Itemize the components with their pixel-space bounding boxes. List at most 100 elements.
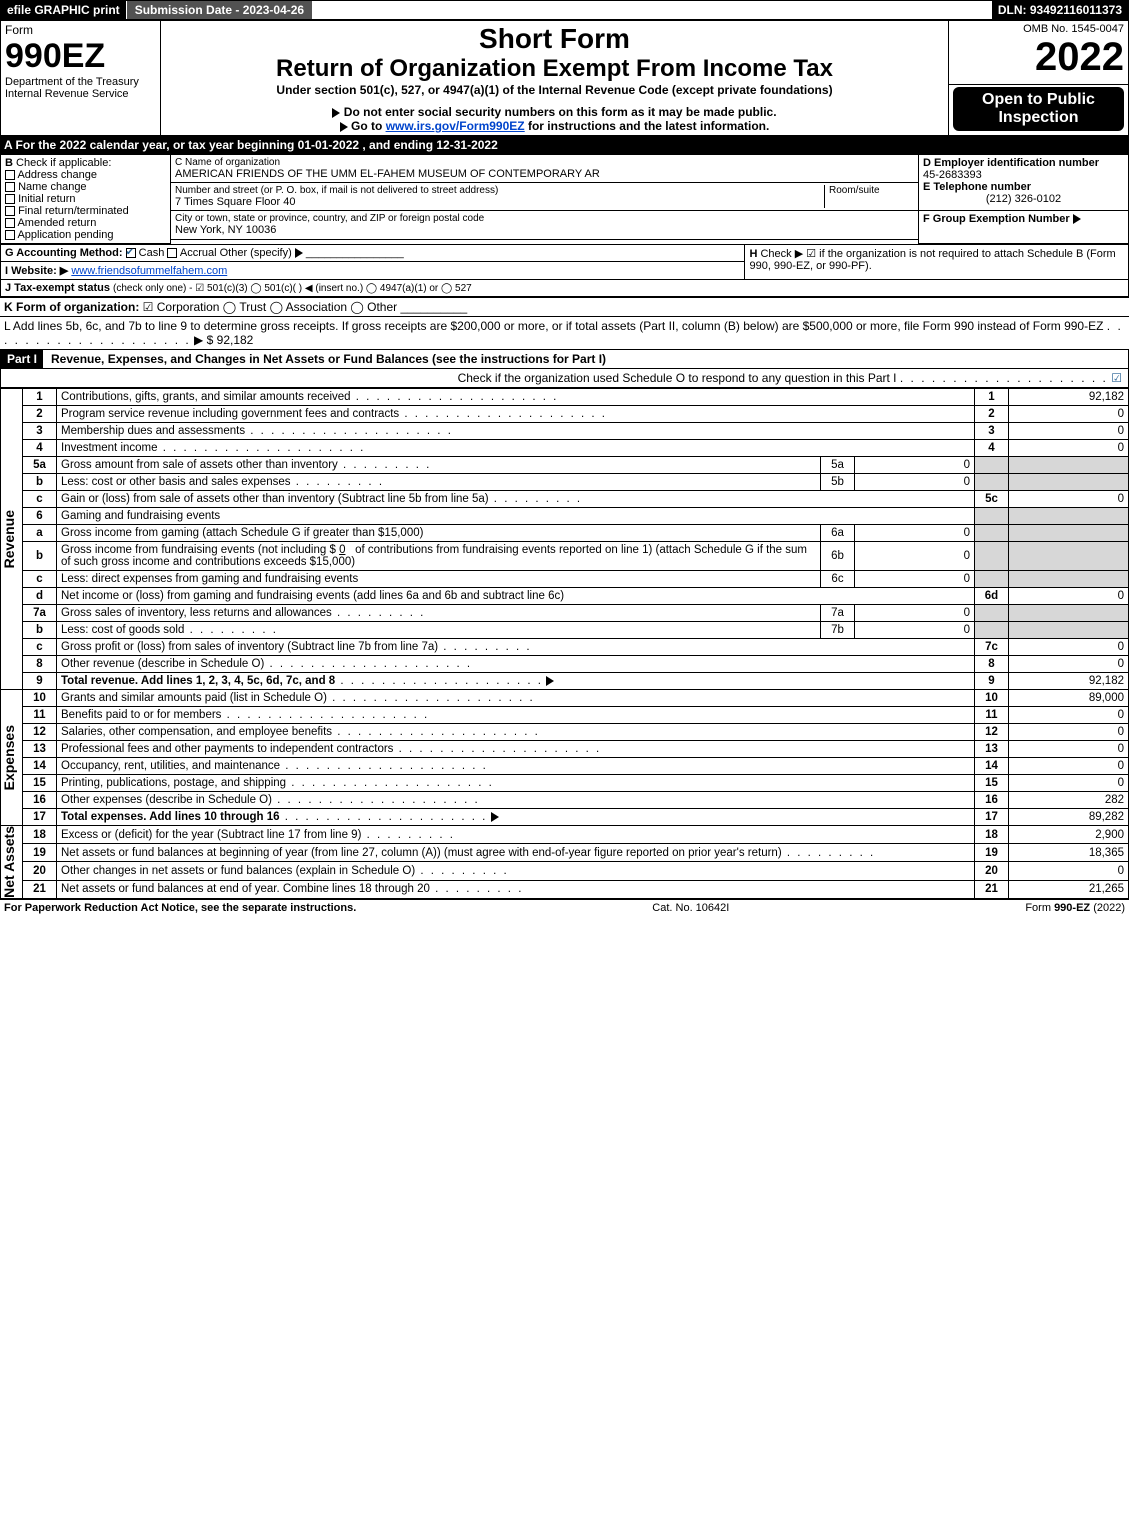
room-suite-label: Room/suite bbox=[824, 185, 914, 208]
f-group-exemption-label: F Group Exemption Number bbox=[923, 213, 1070, 225]
grey-cell bbox=[1009, 457, 1129, 474]
line-amount: 0 bbox=[1009, 656, 1129, 673]
arrow-icon bbox=[1073, 214, 1081, 224]
subline-num: 7a bbox=[821, 605, 855, 622]
line-num: 4 bbox=[23, 440, 57, 457]
dln-label: DLN: 93492116011373 bbox=[992, 1, 1128, 19]
dept-label: Department of the Treasury Internal Reve… bbox=[5, 76, 156, 100]
submission-date: Submission Date - 2023-04-26 bbox=[126, 1, 312, 19]
line-text: Investment income bbox=[61, 442, 158, 454]
line-amount: 89,282 bbox=[1009, 809, 1129, 826]
part-i-lines-table: Revenue 1 Contributions, gifts, grants, … bbox=[0, 388, 1129, 899]
part-i-check-row: Check if the organization used Schedule … bbox=[0, 369, 1129, 388]
subline-amount: 0 bbox=[855, 605, 975, 622]
goto-instructions: Go to www.irs.gov/Form990EZ for instruct… bbox=[351, 119, 769, 133]
j-tax-exempt-label: J Tax-exempt status bbox=[5, 282, 110, 294]
line-text: Less: cost or other basis and sales expe… bbox=[61, 476, 291, 488]
part-i-header-row: Part I Revenue, Expenses, and Changes in… bbox=[0, 349, 1129, 369]
line-amount: 92,182 bbox=[1009, 673, 1129, 690]
chk-final-return[interactable]: Final return/terminated bbox=[5, 205, 166, 217]
line-num: 16 bbox=[23, 792, 57, 809]
chk-initial-return[interactable]: Initial return bbox=[5, 193, 166, 205]
chk-address-change[interactable]: Address change bbox=[5, 169, 166, 181]
h-text: Check ▶ ☑ if the organization is not req… bbox=[749, 248, 1115, 272]
subline-amount: 0 bbox=[855, 571, 975, 588]
line-text: Net income or (loss) from gaming and fun… bbox=[61, 590, 564, 602]
line-amount: 2,900 bbox=[1009, 826, 1129, 844]
line-amount: 21,265 bbox=[1009, 880, 1129, 898]
subline-num: 6a bbox=[821, 525, 855, 542]
street-address: 7 Times Square Floor 40 bbox=[175, 196, 824, 208]
chk-application-pending[interactable]: Application pending bbox=[5, 229, 166, 241]
l-amount-label: ▶ $ bbox=[194, 333, 213, 347]
line-right-num: 5c bbox=[975, 491, 1009, 508]
efile-label[interactable]: efile GRAPHIC print bbox=[1, 1, 126, 19]
chk-accrual[interactable]: Accrual bbox=[167, 247, 216, 259]
line-text: Less: cost of goods sold bbox=[61, 624, 184, 636]
chk-amended-return[interactable]: Amended return bbox=[5, 217, 166, 229]
line-amount: 282 bbox=[1009, 792, 1129, 809]
website-link[interactable]: www.friendsofummelfahem.com bbox=[71, 265, 227, 277]
line-right-num: 13 bbox=[975, 741, 1009, 758]
line-text: Gross sales of inventory, less returns a… bbox=[61, 607, 332, 619]
irs-link[interactable]: www.irs.gov/Form990EZ bbox=[386, 119, 525, 133]
form-number: 990EZ bbox=[5, 37, 156, 76]
chk-name-change[interactable]: Name change bbox=[5, 181, 166, 193]
line-num: c bbox=[23, 571, 57, 588]
line-num: b bbox=[23, 474, 57, 491]
line-right-num: 19 bbox=[975, 844, 1009, 862]
c-name-label: C Name of organization bbox=[175, 157, 914, 168]
line-num: a bbox=[23, 525, 57, 542]
grey-cell bbox=[1009, 542, 1129, 571]
line-text: Other expenses (describe in Schedule O) bbox=[61, 794, 272, 806]
omb-number: OMB No. 1545-0047 bbox=[953, 23, 1124, 35]
k-text: ☑ Corporation ◯ Trust ◯ Association ◯ Ot… bbox=[143, 300, 397, 314]
line-text: Grants and similar amounts paid (list in… bbox=[61, 692, 327, 704]
line-amount: 0 bbox=[1009, 423, 1129, 440]
part-i-heading: Revenue, Expenses, and Changes in Net As… bbox=[51, 352, 606, 366]
line-num: b bbox=[23, 542, 57, 571]
chk-cash[interactable]: Cash bbox=[126, 247, 165, 259]
line-amount: 0 bbox=[1009, 406, 1129, 423]
line-amount: 92,182 bbox=[1009, 389, 1129, 406]
line-text: Printing, publications, postage, and shi… bbox=[61, 777, 286, 789]
subline-num: 6b bbox=[821, 542, 855, 571]
grey-cell bbox=[1009, 622, 1129, 639]
g-accounting-label: G Accounting Method: bbox=[5, 247, 123, 259]
subline-amount: 0 bbox=[855, 525, 975, 542]
tax-year: 2022 bbox=[953, 35, 1124, 80]
grey-cell bbox=[975, 605, 1009, 622]
form-ref: Form 990-EZ (2022) bbox=[1025, 902, 1125, 914]
line-num: 19 bbox=[23, 844, 57, 862]
part-i-check-icon[interactable]: ☑ bbox=[1111, 371, 1122, 385]
line-amount: 0 bbox=[1009, 862, 1129, 880]
cat-no: Cat. No. 10642I bbox=[652, 902, 729, 914]
line-amount: 0 bbox=[1009, 588, 1129, 605]
line-right-num: 4 bbox=[975, 440, 1009, 457]
subline-num: 7b bbox=[821, 622, 855, 639]
line-text: Other changes in net assets or fund bala… bbox=[61, 865, 415, 877]
subline-num: 5b bbox=[821, 474, 855, 491]
line-text: Net assets or fund balances at end of ye… bbox=[61, 883, 430, 895]
grey-cell bbox=[1009, 508, 1129, 525]
line-num: c bbox=[23, 639, 57, 656]
line-amount: 0 bbox=[1009, 707, 1129, 724]
line-num: b bbox=[23, 622, 57, 639]
line-text: Total revenue. Add lines 1, 2, 3, 4, 5c,… bbox=[61, 675, 335, 687]
line-text: Gross amount from sale of assets other t… bbox=[61, 459, 338, 471]
chk-other-method[interactable]: Other (specify) ________________ bbox=[220, 247, 404, 259]
top-bar: efile GRAPHIC print Submission Date - 20… bbox=[0, 0, 1129, 20]
line-right-num: 17 bbox=[975, 809, 1009, 826]
fundraising-not-including-amount: 0 bbox=[339, 544, 345, 556]
arrow-icon bbox=[340, 122, 348, 132]
line-right-num: 18 bbox=[975, 826, 1009, 844]
grey-cell bbox=[975, 508, 1009, 525]
line-text: Other revenue (describe in Schedule O) bbox=[61, 658, 264, 670]
expenses-side-label: Expenses bbox=[1, 725, 17, 790]
line-text: Membership dues and assessments bbox=[61, 425, 245, 437]
line-num: 15 bbox=[23, 775, 57, 792]
line-text: Total expenses. Add lines 10 through 16 bbox=[61, 811, 280, 823]
line-amount: 0 bbox=[1009, 758, 1129, 775]
line-right-num: 11 bbox=[975, 707, 1009, 724]
warning-ssn: Do not enter social security numbers on … bbox=[344, 105, 777, 119]
